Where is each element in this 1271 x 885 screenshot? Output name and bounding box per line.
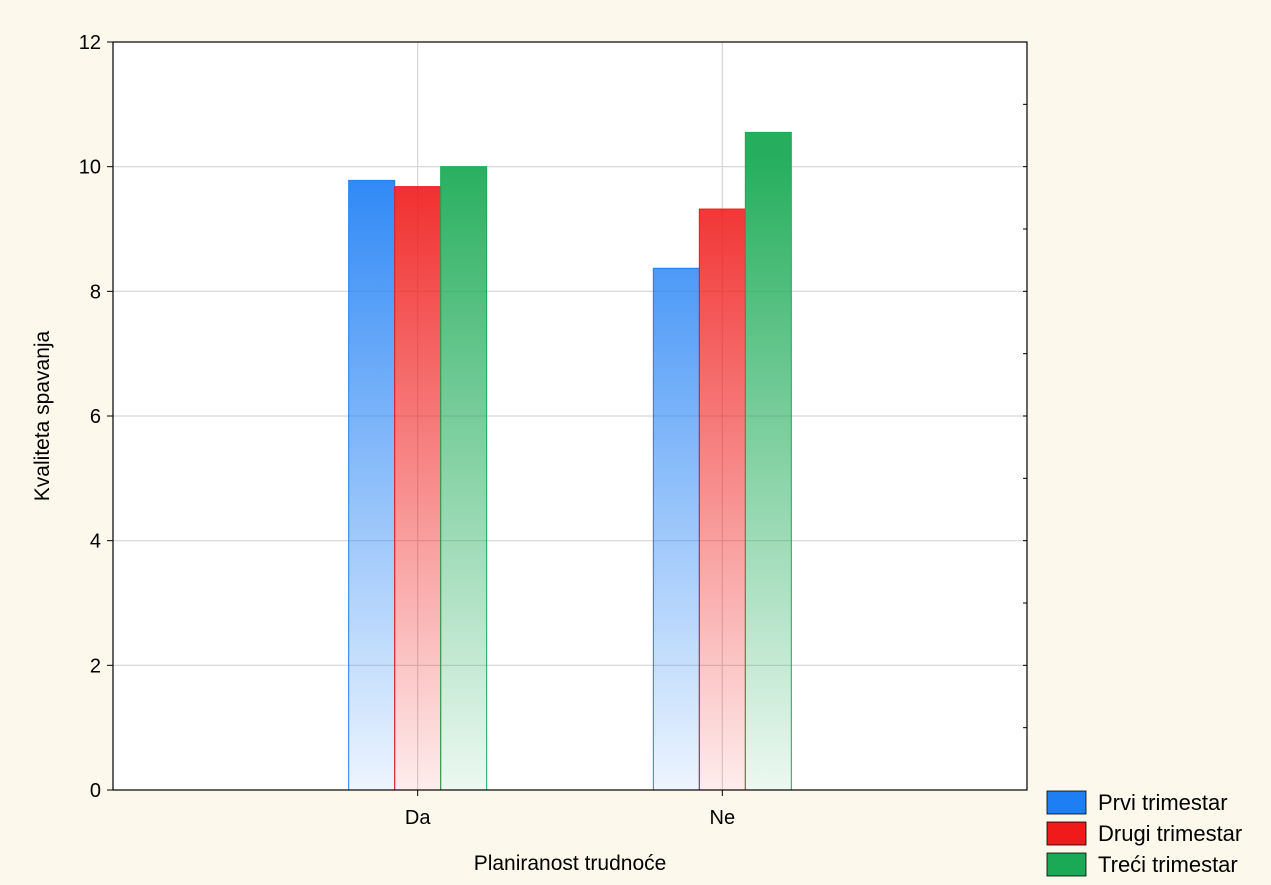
y-tick-label: 8 — [90, 281, 101, 303]
legend-swatch — [1046, 790, 1087, 815]
legend-label: Drugi trimestar — [1098, 821, 1242, 846]
y-tick-label: 6 — [90, 406, 101, 428]
x-axis-title: Planiranost trudnoće — [474, 852, 667, 875]
x-axis: Da Ne — [405, 790, 735, 829]
bar-ne-2 — [698, 208, 746, 791]
x-tick-label: Ne — [710, 807, 736, 829]
legend-label: Prvi trimestar — [1098, 790, 1228, 815]
legend-swatch — [1046, 821, 1087, 846]
y-axis-title: Kvaliteta spavanja — [31, 330, 54, 501]
legend: Prvi trimestar Drugi trimestar Treći trime… — [1046, 790, 1242, 877]
x-tick-label: Da — [405, 807, 431, 829]
bar-ne-1 — [652, 267, 700, 791]
y-tick-label: 0 — [90, 780, 101, 802]
bar-ne-3 — [744, 131, 792, 791]
y-tick-label: 10 — [79, 157, 101, 179]
bar-da-3 — [440, 166, 488, 791]
y-tick-label: 4 — [90, 531, 101, 553]
y-tick-label: 12 — [79, 32, 101, 54]
bar-da-2 — [394, 186, 442, 791]
legend-label: Treći trimestar — [1098, 852, 1238, 877]
bar-da-1 — [348, 179, 396, 791]
y-tick-label: 2 — [90, 655, 101, 677]
y-axis: 0 2 4 6 8 10 12 — [79, 32, 1027, 802]
legend-swatch — [1046, 852, 1087, 877]
